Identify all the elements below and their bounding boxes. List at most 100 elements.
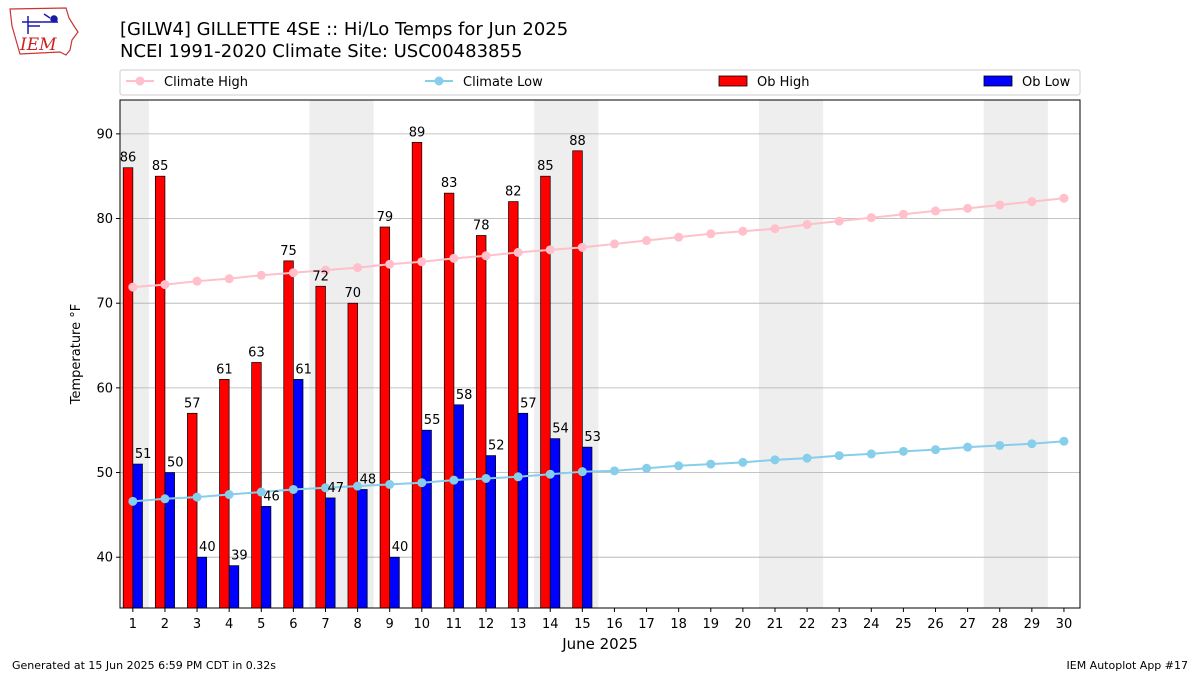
point-climate-high: [577, 242, 587, 252]
label-ob-low: 46: [263, 489, 280, 504]
climate-lines: [128, 193, 1069, 506]
x-tick-label: 14: [542, 617, 559, 632]
x-tick-label: 5: [257, 617, 265, 632]
point-climate-high: [513, 247, 523, 257]
x-tick-label: 6: [289, 617, 297, 632]
bar-ob-low: [228, 565, 240, 609]
x-tick-label: 18: [670, 617, 687, 632]
point-climate-high: [770, 224, 780, 234]
point-climate-high: [224, 274, 234, 284]
point-climate-high: [738, 226, 748, 236]
point-climate-low: [674, 461, 684, 471]
point-climate-low: [1059, 436, 1069, 446]
x-tick-label: 2: [161, 617, 169, 632]
footer-app: IEM Autoplot App #17: [1067, 659, 1189, 672]
bar-ob-high: [154, 175, 166, 609]
x-tick-label: 10: [414, 617, 431, 632]
label-ob-low: 53: [584, 430, 601, 445]
x-tick-label: 21: [767, 617, 784, 632]
point-climate-low: [513, 472, 523, 482]
point-climate-low: [866, 449, 876, 459]
bar-ob-low: [260, 506, 272, 609]
x-axis-label: June 2025: [561, 635, 638, 653]
label-ob-low: 52: [488, 439, 505, 454]
bar-ob-low: [549, 438, 561, 609]
x-tick-label: 28: [991, 617, 1008, 632]
x-tick-label: 29: [1024, 617, 1041, 632]
bar-ob-low: [196, 556, 208, 609]
label-ob-low: 54: [552, 422, 569, 437]
label-ob-high: 72: [312, 269, 329, 284]
point-climate-low: [963, 442, 973, 452]
point-climate-high: [545, 245, 555, 255]
bar-ob-high: [476, 235, 487, 609]
x-tick-label: 26: [927, 617, 944, 632]
point-climate-high: [802, 219, 812, 229]
x-tick-label: 11: [446, 617, 463, 632]
point-climate-low: [642, 463, 652, 473]
y-tick-label: 90: [96, 127, 113, 142]
x-tick-label: 23: [831, 617, 848, 632]
label-ob-high: 63: [248, 345, 265, 360]
x-tick-label: 30: [1056, 617, 1073, 632]
y-axis-label: Temperature °F: [69, 304, 84, 405]
bar-ob-high: [251, 362, 262, 609]
point-climate-low: [834, 451, 844, 461]
label-ob-high: 86: [120, 151, 137, 166]
weekend-band: [758, 100, 824, 608]
bar-ob-low: [325, 497, 336, 609]
x-tick-label: 25: [895, 617, 912, 632]
label-ob-high: 89: [409, 125, 426, 140]
label-ob-low: 61: [295, 362, 312, 377]
weather-station-icon: [22, 13, 58, 34]
point-climate-low: [224, 490, 234, 500]
point-climate-high: [288, 268, 298, 278]
point-climate-low: [609, 466, 619, 476]
label-ob-low: 39: [231, 549, 248, 564]
point-climate-low: [802, 453, 812, 463]
bar-ob-high: [540, 175, 551, 609]
point-climate-low: [128, 496, 138, 506]
point-climate-low: [738, 457, 748, 467]
point-climate-high: [1027, 197, 1037, 207]
point-climate-low: [160, 494, 170, 504]
label-ob-high: 85: [152, 159, 169, 174]
bar-ob-high: [283, 260, 294, 609]
bar-ob-high: [315, 285, 326, 609]
legend-item-ob-low: Ob Low: [983, 75, 1071, 90]
legend-frame: [119, 69, 1081, 96]
legend-item-ob-high: Ob High: [718, 75, 810, 90]
label-ob-high: 57: [184, 396, 201, 411]
bar-ob-low: [421, 429, 432, 609]
point-climate-high: [931, 206, 941, 216]
x-tick-label: 17: [638, 617, 655, 632]
label-ob-high: 75: [280, 244, 297, 259]
point-climate-high: [674, 232, 684, 242]
point-climate-low: [931, 445, 941, 455]
point-climate-high: [320, 265, 330, 275]
x-tick-label: 1: [129, 617, 137, 632]
point-climate-low: [256, 487, 266, 497]
x-axis: 1 2 3 4 5 6 7 8 9 10 11 12 13 14 15 16 17 18 19 20 21 22 23 24 2…: [129, 608, 1073, 632]
point-climate-high: [609, 239, 619, 249]
legend-label-climate-low: Climate Low: [463, 75, 543, 90]
point-climate-high: [834, 216, 844, 226]
point-climate-low: [995, 440, 1005, 450]
point-climate-low: [288, 484, 298, 494]
legend-item-climate-low: Climate Low: [425, 75, 543, 90]
point-climate-high: [642, 236, 652, 246]
label-ob-high: 78: [473, 218, 490, 233]
point-climate-high: [963, 203, 973, 213]
point-climate-low: [192, 492, 202, 502]
point-climate-low: [577, 467, 587, 477]
bar-ob-high: [508, 201, 519, 609]
label-ob-low: 57: [520, 396, 537, 411]
y-tick-label: 40: [96, 551, 113, 566]
point-climate-low: [770, 455, 780, 465]
footer-generated: Generated at 15 Jun 2025 6:59 PM CDT in …: [12, 659, 276, 672]
point-climate-high: [1059, 193, 1069, 203]
point-climate-low: [706, 459, 716, 469]
label-ob-low: 47: [327, 481, 344, 496]
bar-ob-low: [453, 404, 464, 609]
